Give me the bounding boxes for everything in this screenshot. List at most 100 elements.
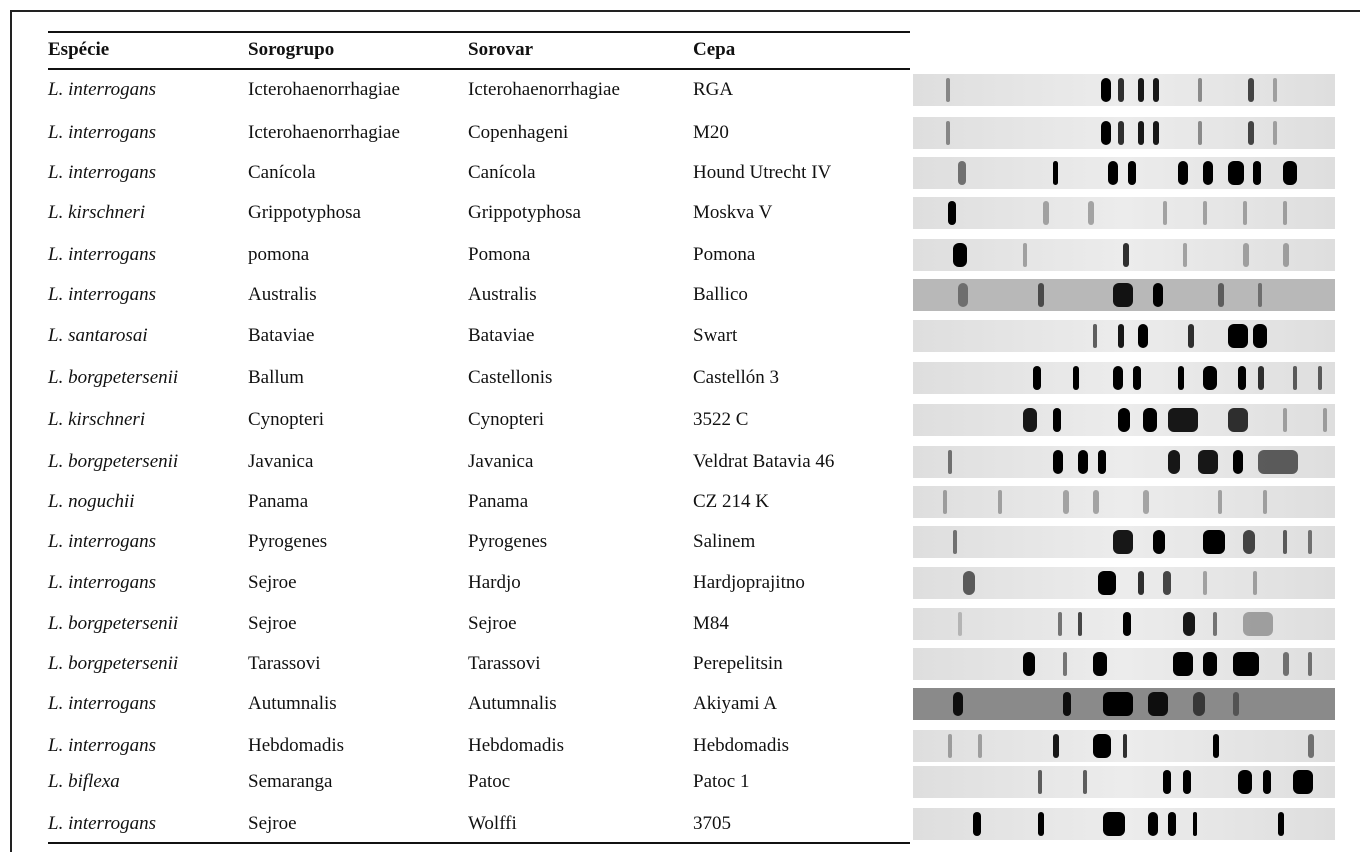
gel-band — [946, 78, 950, 102]
gel-band — [1283, 408, 1287, 432]
table-cell: Panama — [248, 491, 308, 513]
gel-band — [1233, 450, 1243, 474]
gel-band — [1253, 161, 1261, 185]
gel-lane — [913, 766, 1335, 798]
gel-band — [1093, 324, 1097, 348]
gel-band — [948, 450, 952, 474]
gel-band — [1228, 161, 1244, 185]
gel-band — [1213, 612, 1217, 636]
gel-band — [953, 243, 967, 267]
gel-band — [948, 201, 956, 225]
gel-band — [1063, 692, 1071, 716]
gel-band — [1093, 490, 1099, 514]
gel-band — [1273, 121, 1277, 145]
gel-band — [1253, 571, 1257, 595]
gel-band — [1308, 734, 1314, 758]
gel-band — [1138, 78, 1144, 102]
gel-band — [1078, 612, 1082, 636]
table-cell: Tarassovi — [248, 653, 321, 675]
table-cell: Australis — [248, 284, 317, 306]
table-cell: Moskva V — [693, 202, 772, 224]
table-cell: Panama — [468, 491, 528, 513]
gel-band — [1238, 366, 1246, 390]
gel-band — [1038, 812, 1044, 836]
gel-band — [1233, 652, 1259, 676]
gel-band — [1063, 490, 1069, 514]
gel-band — [1153, 121, 1159, 145]
gel-lane — [913, 362, 1335, 394]
gel-band — [1173, 652, 1193, 676]
gel-band — [1153, 78, 1159, 102]
table-cell: 3705 — [693, 813, 731, 835]
table-cell: L. borgpetersenii — [48, 367, 178, 389]
gel-band — [1153, 530, 1165, 554]
gel-band — [1203, 201, 1207, 225]
gel-band — [1283, 652, 1289, 676]
gel-band — [1218, 283, 1224, 307]
gel-band — [1178, 161, 1188, 185]
gel-band — [1203, 366, 1217, 390]
gel-band — [1188, 324, 1194, 348]
gel-band — [1038, 770, 1042, 794]
gel-band — [1193, 692, 1205, 716]
table-cell: Sejroe — [248, 613, 297, 635]
table-cell: L. interrogans — [48, 693, 156, 715]
table-cell: L. interrogans — [48, 122, 156, 144]
gel-band — [1103, 812, 1125, 836]
table-cell: Javanica — [468, 451, 533, 473]
table-cell: M84 — [693, 613, 729, 635]
table-cell: L. biflexa — [48, 771, 120, 793]
header-cell: Sorogrupo — [248, 39, 334, 61]
gel-band — [1053, 734, 1059, 758]
gel-band — [1143, 408, 1157, 432]
gel-band — [998, 490, 1002, 514]
gel-band — [1243, 530, 1255, 554]
gel-band — [1148, 812, 1158, 836]
gel-band — [1101, 121, 1111, 145]
table-cell: Autumnalis — [468, 693, 557, 715]
table-cell: Patoc — [468, 771, 510, 793]
gel-band — [1123, 612, 1131, 636]
gel-band — [1101, 78, 1111, 102]
table-cell: Pyrogenes — [248, 531, 327, 553]
gel-band — [958, 161, 966, 185]
gel-band — [1118, 121, 1124, 145]
table-cell: L. interrogans — [48, 162, 156, 184]
table-cell: Veldrat Batavia 46 — [693, 451, 834, 473]
gel-band — [1033, 366, 1041, 390]
table-cell: Australis — [468, 284, 537, 306]
gel-band — [1153, 283, 1163, 307]
gel-band — [1143, 490, 1149, 514]
gel-image — [0, 0, 1360, 852]
table-cell: Hound Utrecht IV — [693, 162, 831, 184]
table-cell: Sejroe — [248, 572, 297, 594]
gel-band — [1278, 812, 1284, 836]
gel-band — [963, 571, 975, 595]
header-cell: Sorovar — [468, 39, 533, 61]
table-cell: 3522 C — [693, 409, 748, 431]
table-cell: Copenhageni — [468, 122, 568, 144]
table-cell: Pyrogenes — [468, 531, 547, 553]
gel-band — [1258, 283, 1262, 307]
table-cell: Castellonis — [468, 367, 552, 389]
gel-band — [1263, 490, 1267, 514]
table-cell: Grippotyphosa — [468, 202, 581, 224]
gel-band — [1203, 571, 1207, 595]
table-cell: L. interrogans — [48, 531, 156, 553]
table-cell: Ballum — [248, 367, 304, 389]
gel-band — [1243, 612, 1273, 636]
table-cell: Patoc 1 — [693, 771, 749, 793]
gel-band — [948, 734, 952, 758]
gel-band — [1218, 490, 1222, 514]
gel-band — [953, 692, 963, 716]
table-cell: L. borgpetersenii — [48, 613, 178, 635]
gel-band — [1098, 571, 1116, 595]
gel-band — [1088, 201, 1094, 225]
gel-band — [1308, 530, 1312, 554]
gel-band — [1243, 201, 1247, 225]
gel-band — [1083, 770, 1087, 794]
gel-band — [1198, 450, 1218, 474]
gel-lane — [913, 648, 1335, 680]
table-cell: Bataviae — [468, 325, 534, 347]
table-cell: Hardjoprajitno — [693, 572, 805, 594]
